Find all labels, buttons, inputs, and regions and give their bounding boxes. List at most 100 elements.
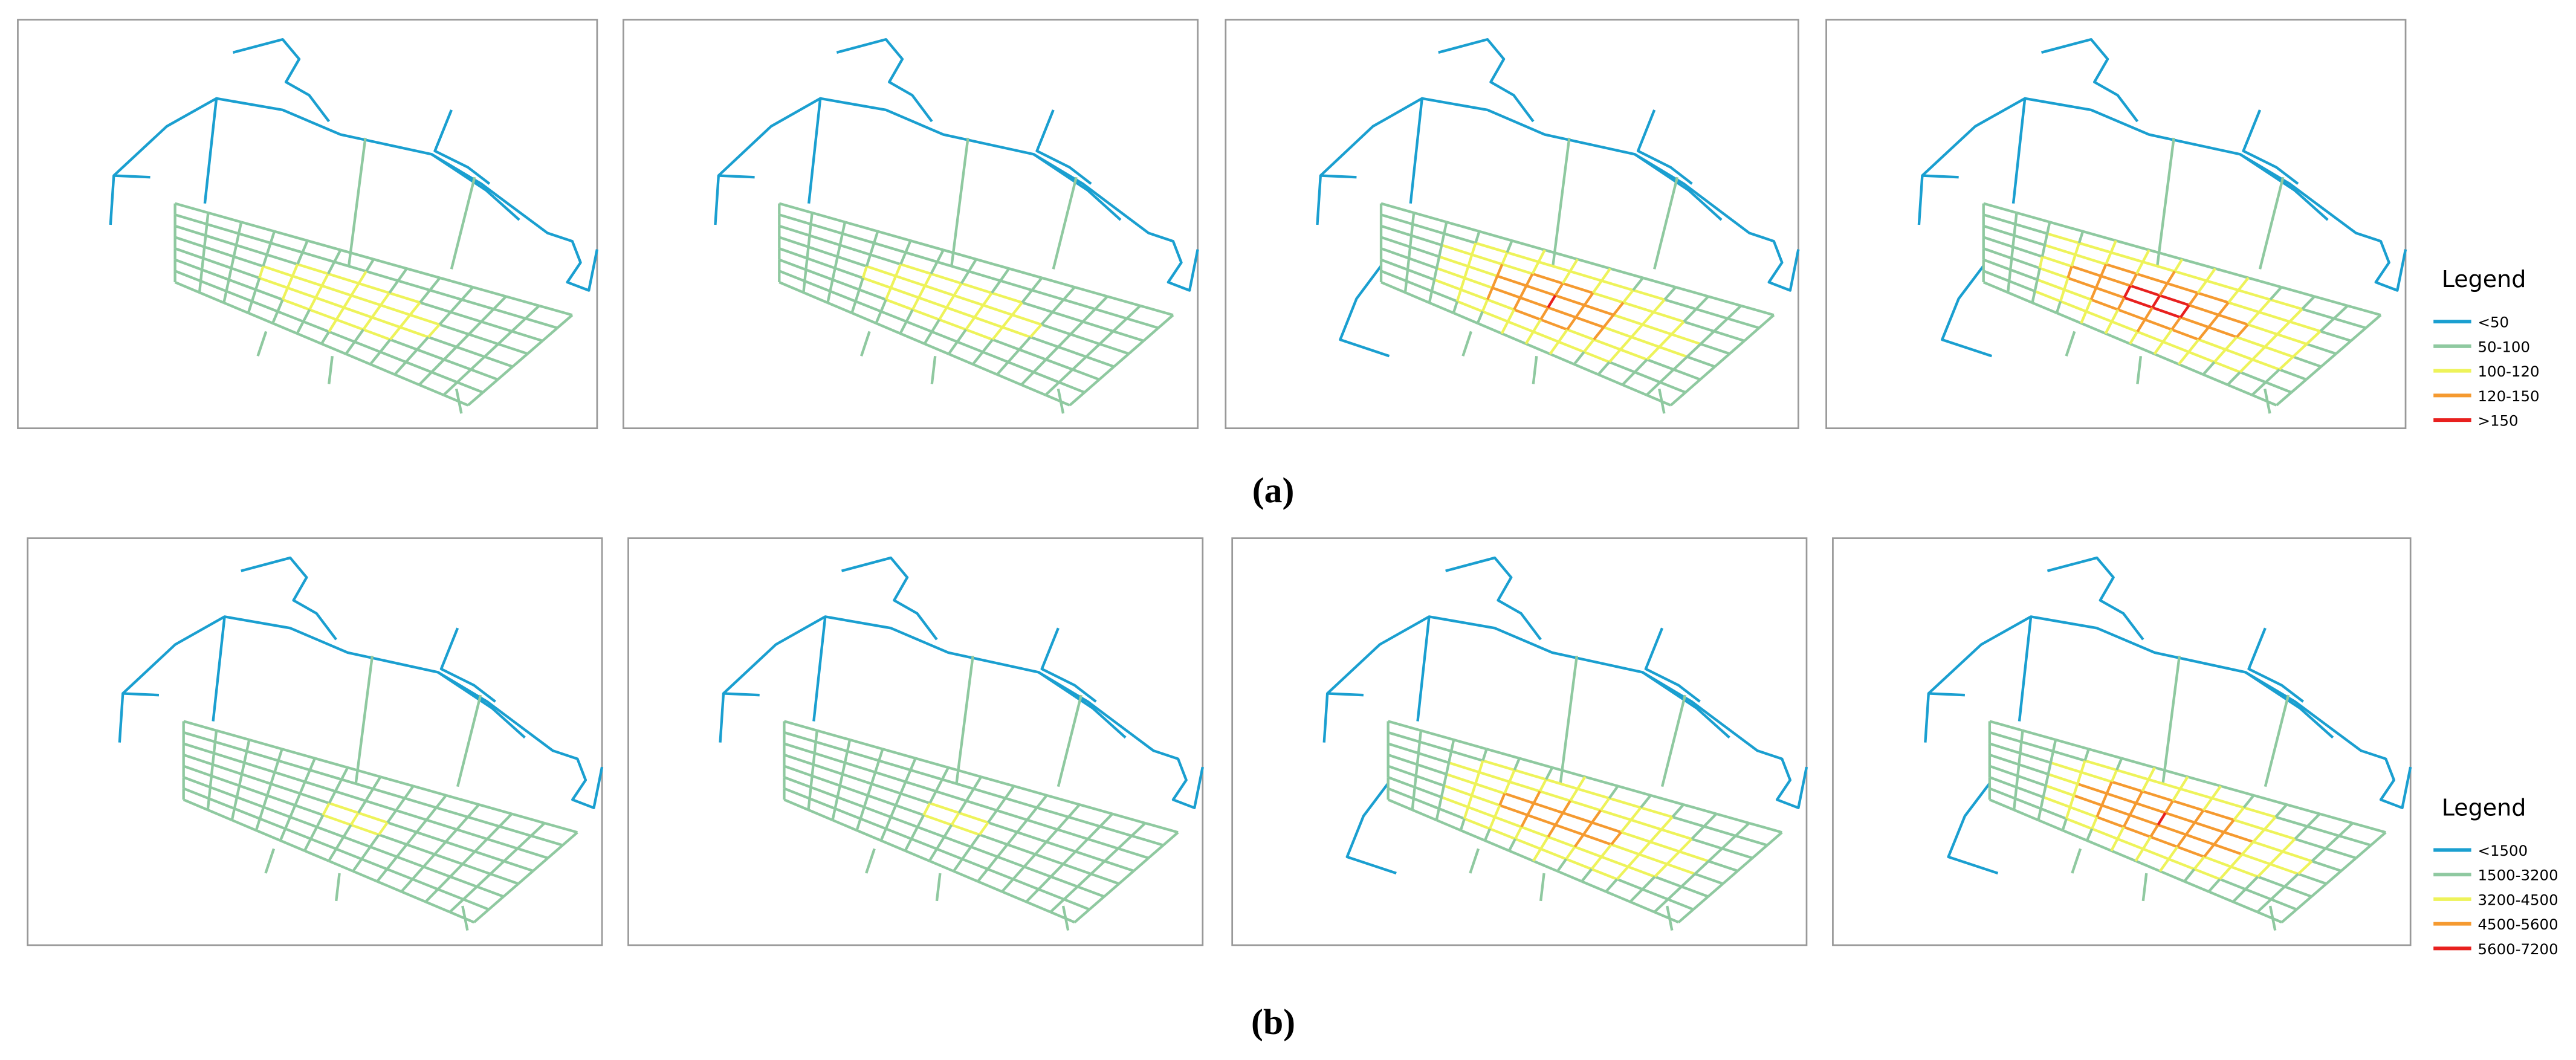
road	[973, 787, 1006, 800]
trunk-road	[1035, 109, 1092, 185]
road	[2174, 270, 2207, 282]
road	[1613, 313, 1643, 326]
road	[1631, 335, 1660, 349]
road	[1006, 843, 1036, 856]
road	[174, 270, 201, 283]
road	[2179, 776, 2189, 790]
road	[1554, 282, 1564, 297]
road	[2159, 294, 2190, 307]
road	[1044, 393, 1070, 407]
road	[877, 230, 911, 242]
road	[2176, 833, 2187, 848]
road	[409, 302, 421, 316]
legend-label: <50	[2477, 314, 2509, 331]
road	[814, 752, 846, 764]
road	[2123, 285, 2132, 299]
road	[1461, 331, 1666, 414]
road	[976, 257, 1010, 270]
road	[2213, 831, 2225, 845]
road	[2314, 295, 2348, 308]
road	[251, 300, 279, 313]
road	[2037, 819, 2063, 832]
road	[389, 291, 421, 304]
road	[937, 260, 969, 273]
road	[472, 286, 506, 298]
road	[841, 762, 847, 775]
road	[1380, 236, 1411, 248]
road	[347, 137, 367, 267]
road	[183, 731, 216, 743]
road	[1051, 299, 1065, 313]
road	[2251, 381, 2267, 396]
road	[987, 868, 1014, 881]
road	[478, 803, 513, 815]
road	[808, 224, 812, 236]
road	[2193, 809, 2205, 824]
road	[304, 849, 329, 862]
road	[1982, 281, 2008, 294]
road	[2050, 761, 2082, 774]
road	[2242, 794, 2255, 809]
road	[2094, 275, 2103, 289]
road	[924, 342, 950, 355]
road	[1380, 213, 1413, 225]
road	[834, 267, 864, 280]
road	[1466, 795, 1474, 808]
road	[1520, 814, 1529, 828]
road	[912, 308, 940, 321]
road	[1703, 813, 1718, 828]
road	[2006, 280, 2011, 293]
road	[2338, 822, 2354, 837]
road	[996, 361, 1009, 376]
road	[1471, 794, 1500, 807]
road	[2077, 783, 2108, 795]
road	[1387, 754, 1418, 766]
road	[279, 828, 287, 841]
road	[511, 812, 545, 825]
road	[1450, 739, 1455, 752]
road	[1435, 819, 1461, 832]
road	[803, 270, 807, 282]
road	[966, 800, 997, 812]
road	[1751, 844, 1769, 859]
road	[2111, 780, 2143, 793]
road	[1591, 280, 1603, 294]
road	[1020, 371, 1035, 386]
road	[2319, 317, 2335, 332]
road	[1686, 343, 1702, 358]
trunk-road	[118, 615, 604, 809]
road	[783, 776, 812, 789]
road	[1408, 235, 1413, 247]
road	[476, 885, 504, 898]
trunk-road	[723, 692, 760, 697]
road	[837, 796, 865, 809]
road	[1633, 289, 1665, 301]
legend-label: 5600-7200	[2477, 940, 2558, 958]
road	[1677, 908, 1695, 923]
road	[1653, 176, 1679, 270]
road	[1067, 803, 1081, 818]
road	[833, 256, 839, 269]
road	[1630, 323, 1644, 338]
road	[1021, 289, 1034, 303]
road	[259, 817, 286, 830]
road	[1406, 258, 1411, 270]
road	[445, 841, 476, 853]
trunk-road	[1409, 98, 1423, 204]
road	[2193, 856, 2205, 870]
trunk-road	[109, 97, 599, 292]
road	[1501, 332, 1527, 345]
legend-label: 100-120	[2477, 363, 2539, 380]
road	[2284, 885, 2312, 898]
road	[270, 242, 303, 254]
road	[1667, 885, 1683, 900]
road	[2031, 301, 2057, 314]
road	[213, 752, 245, 764]
road	[904, 849, 930, 862]
road	[1388, 731, 1420, 743]
road	[2269, 850, 2284, 865]
road	[999, 268, 1011, 282]
road	[948, 766, 982, 778]
road	[395, 844, 408, 858]
road	[2111, 320, 2138, 333]
